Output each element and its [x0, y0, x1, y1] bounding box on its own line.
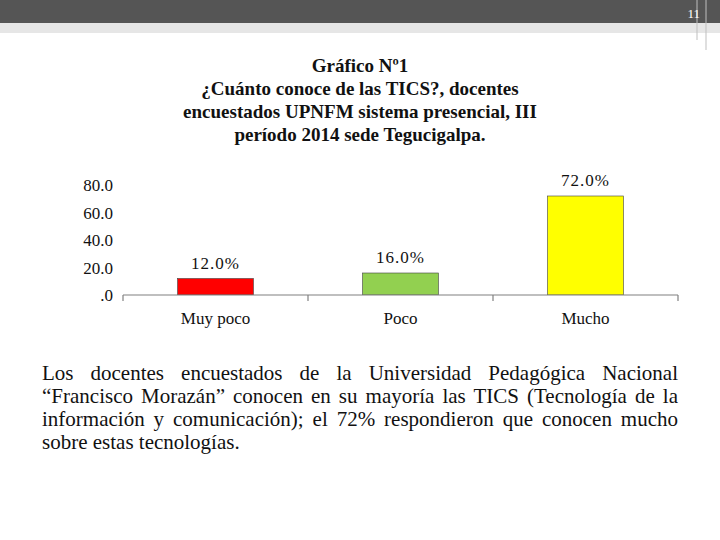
title-block: Gráfico Nº1¿Cuánto conoce de las TICS?, …	[100, 54, 620, 146]
header-band	[0, 0, 720, 23]
title: Gráfico Nº1	[100, 54, 620, 77]
x-tick-mark	[677, 295, 678, 301]
data-label: 16.0%	[376, 248, 425, 267]
y-tick-label: 20.0	[83, 259, 113, 278]
bar	[548, 196, 624, 295]
bars	[178, 196, 624, 295]
caption: Los docentes encuestados de la Universid…	[42, 362, 678, 454]
y-tick-label: 40.0	[83, 231, 113, 250]
x-axis-line	[123, 294, 678, 295]
y-tick-label: 80.0	[83, 176, 113, 195]
header-rule	[706, 0, 707, 50]
x-tick-mark	[307, 295, 308, 301]
page-number: 11	[670, 6, 700, 22]
bar	[363, 273, 439, 295]
x-tick-mark	[492, 295, 493, 301]
data-label: 72.0%	[561, 171, 610, 190]
y-tick-label: .0	[100, 286, 113, 305]
x-tick-label: Poco	[384, 309, 418, 328]
bar	[178, 279, 254, 296]
slide: .0 20.0 40.0 60.0 80.0 Muy poco Poco Mucho 12.0%…	[0, 0, 720, 540]
x-tick-label: Mucho	[561, 309, 609, 328]
y-tick-label: 60.0	[83, 204, 113, 223]
subtitle: ¿Cuánto conoce de las TICS?, docentes en…	[100, 77, 620, 146]
x-tick-label: Muy poco	[181, 309, 250, 328]
data-label: 12.0%	[191, 254, 240, 273]
x-tick-mark	[122, 295, 123, 301]
header-stripe	[0, 23, 720, 33]
